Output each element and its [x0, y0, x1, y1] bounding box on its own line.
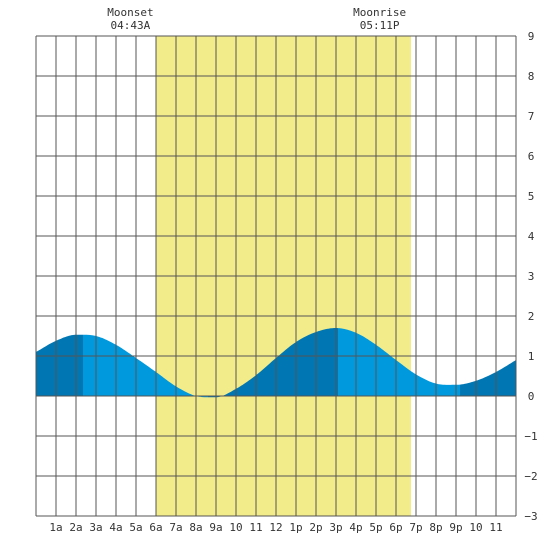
y-tick-label: 3: [528, 270, 535, 283]
y-tick-label: 7: [528, 110, 535, 123]
x-tick-label: 6p: [389, 521, 402, 534]
x-tick-label: 8p: [429, 521, 442, 534]
tide-rising-segment: [208, 328, 338, 398]
x-tick-label: 9a: [209, 521, 222, 534]
y-tick-label: 6: [528, 150, 535, 163]
x-tick-label: 1p: [289, 521, 302, 534]
x-tick-label: 11: [249, 521, 262, 534]
x-tick-label: 9p: [449, 521, 462, 534]
y-tick-label: 5: [528, 190, 535, 203]
y-tick-label: −1: [524, 430, 537, 443]
tide-rising-segment: [460, 360, 516, 396]
x-tick-label: 7p: [409, 521, 422, 534]
x-tick-label: 4p: [349, 521, 362, 534]
grid: [35, 35, 517, 517]
x-tick-label: 5a: [129, 521, 142, 534]
moon-event-time: 04:43A: [111, 19, 151, 32]
y-tick-label: 9: [528, 30, 535, 43]
y-tick-label: −2: [524, 470, 537, 483]
tide-area: [36, 328, 516, 398]
x-tick-label: 10: [469, 521, 482, 534]
tide-falling-segment: [83, 334, 208, 398]
moon-event-time: 05:11P: [360, 19, 400, 32]
x-tick-label: 2a: [69, 521, 82, 534]
y-tick-label: 1: [528, 350, 535, 363]
x-tick-label: 12: [269, 521, 282, 534]
x-tick-label: 3a: [89, 521, 102, 534]
moon-event-label: Moonrise: [353, 6, 406, 19]
x-tick-label: 5p: [369, 521, 382, 534]
y-tick-label: 0: [528, 390, 535, 403]
x-tick-label: 3p: [329, 521, 342, 534]
y-axis-ticks: −3 −2 −1 0 1 2 3 4 5 6 7 8 9: [524, 30, 537, 523]
x-axis-ticks: 1a 2a 3a 4a 5a 6a 7a 8a 9a 10 11 12 1p 2p 3p 4p 5p 6p 7p 8p…: [49, 521, 502, 534]
x-tick-label: 4a: [109, 521, 122, 534]
x-tick-label: 1a: [49, 521, 62, 534]
x-tick-label: 10: [229, 521, 242, 534]
tide-rising-segment: [36, 334, 83, 396]
moon-event-label: Moonset: [107, 6, 153, 19]
x-tick-label: 8a: [189, 521, 202, 534]
x-tick-label: 6a: [149, 521, 162, 534]
y-tick-label: 8: [528, 70, 535, 83]
y-tick-label: 2: [528, 310, 535, 323]
x-tick-label: 2p: [309, 521, 322, 534]
tide-falling-segment: [338, 328, 460, 396]
y-tick-label: −3: [524, 510, 537, 523]
y-tick-label: 4: [528, 230, 535, 243]
x-tick-label: 11: [489, 521, 502, 534]
x-tick-label: 7a: [169, 521, 182, 534]
